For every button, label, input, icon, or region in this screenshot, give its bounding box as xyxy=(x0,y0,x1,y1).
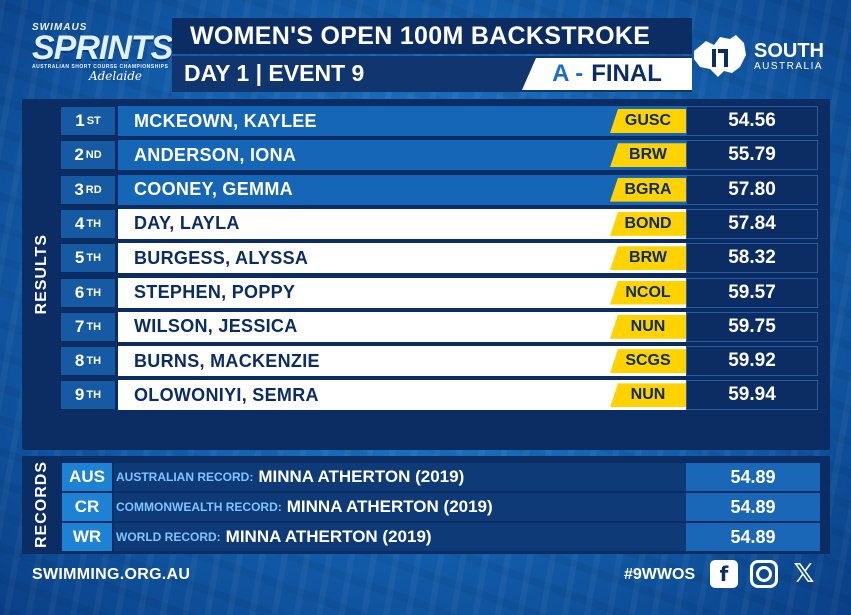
day-event: DAY 1 | EVENT 9 xyxy=(184,60,365,86)
record-description: WORLD RECORD: MINNA ATHERTON (2019) xyxy=(114,523,686,551)
results-label: RESULTS xyxy=(33,234,50,315)
swim-time: 59.75 xyxy=(686,311,818,342)
record-code: AUS xyxy=(62,463,112,491)
place: 3 RD xyxy=(60,174,116,205)
result-row: 7 TH WILSON, JESSICA NUN 59.75 xyxy=(60,311,818,342)
record-code: WR xyxy=(62,523,112,551)
record-type: WORLD RECORD: xyxy=(116,530,221,544)
swim-time: 54.56 xyxy=(686,106,818,136)
swim-time: 59.92 xyxy=(686,346,818,377)
place: 7 TH xyxy=(60,311,116,342)
place: 5 TH xyxy=(60,243,116,274)
club-code: NUN xyxy=(610,314,686,339)
result-row: 5 TH BURGESS, ALYSSA BRW 58.32 xyxy=(60,243,818,274)
club-code: NCOL xyxy=(610,280,686,305)
south-australia-map-icon xyxy=(694,35,746,77)
record-holder: MINNA ATHERTON (2019) xyxy=(225,527,432,546)
place: 8 TH xyxy=(60,346,116,377)
final-badge: A - FINAL xyxy=(522,58,692,90)
record-row: WR WORLD RECORD: MINNA ATHERTON (2019) 54.8… xyxy=(62,523,820,551)
facebook-icon[interactable]: f xyxy=(710,560,738,588)
swim-time: 58.32 xyxy=(686,243,818,274)
place: 1 ST xyxy=(60,106,116,136)
club-code: BRW xyxy=(610,246,686,271)
result-row: 2 ND ANDERSON, IONA BRW 55.79 xyxy=(60,140,818,171)
record-description: COMMONWEALTH RECORD: MINNA ATHERTON (2019… xyxy=(114,493,686,521)
place: 6 TH xyxy=(60,277,116,308)
record-holder: MINNA ATHERTON (2019) xyxy=(258,467,465,486)
result-row: 3 RD COONEY, GEMMA BGRA 57.80 xyxy=(60,174,818,205)
result-row: 8 TH BURNS, MACKENZIE SCGS 59.92 xyxy=(60,346,818,377)
swim-time: 59.57 xyxy=(686,277,818,308)
swimmer-name: WILSON, JESSICA xyxy=(118,311,686,342)
records-label: RECORDS xyxy=(33,461,50,549)
record-time: 54.89 xyxy=(686,463,820,491)
swimaus-sprints-logo: SWIMAUS SPRINTS AUSTRALIAN SHORT COURSE … xyxy=(32,22,173,83)
record-time: 54.89 xyxy=(686,493,820,521)
club-code: BOND xyxy=(610,211,686,236)
results-panel: RESULTS 1 ST MCKEOWN, KAYLEE GUSC 54.56 2 ND AN… xyxy=(22,99,830,450)
club-code: GUSC xyxy=(610,109,686,133)
swimmer-name: BURNS, MACKENZIE xyxy=(118,346,686,377)
result-row: 4 TH DAY, LAYLA BOND 57.84 xyxy=(60,208,818,239)
header: SWIMAUS SPRINTS AUSTRALIAN SHORT COURSE … xyxy=(22,18,830,94)
swim-time: 57.84 xyxy=(686,208,818,239)
swimmer-name: STEPHEN, POPPY xyxy=(118,277,686,308)
club-code: SCGS xyxy=(610,349,686,374)
record-description: AUSTRALIAN RECORD: MINNA ATHERTON (2019) xyxy=(114,463,686,491)
swimmer-name: COONEY, GEMMA xyxy=(118,174,686,205)
south-australia-logo: SOUTH AUSTRALIA xyxy=(682,18,830,94)
event-subheader: DAY 1 | EVENT 9 A - FINAL xyxy=(172,56,692,92)
record-holder: MINNA ATHERTON (2019) xyxy=(286,497,493,516)
records-panel: RECORDS AUS AUSTRALIAN RECORD: MINNA ATHER… xyxy=(22,456,830,554)
swimmer-name: DAY, LAYLA xyxy=(118,208,686,239)
club-code: BRW xyxy=(610,143,686,168)
record-type: AUSTRALIAN RECORD: xyxy=(116,470,254,484)
place: 4 TH xyxy=(60,208,116,239)
hashtag: #9WWOS xyxy=(624,566,696,583)
club-code: NUN xyxy=(610,383,686,408)
swim-time: 55.79 xyxy=(686,140,818,171)
swim-time: 57.80 xyxy=(686,174,818,205)
record-code: CR xyxy=(62,493,112,521)
swimmer-name: ANDERSON, IONA xyxy=(118,140,686,171)
swim-time: 59.94 xyxy=(686,380,818,411)
record-time: 54.89 xyxy=(686,523,820,551)
place: 9 TH xyxy=(60,380,116,411)
swimmer-name: BURGESS, ALYSSA xyxy=(118,243,686,274)
swimmer-name: MCKEOWN, KAYLEE xyxy=(118,106,686,136)
record-type: COMMONWEALTH RECORD: xyxy=(116,500,282,514)
website-link[interactable]: SWIMMING.ORG.AU xyxy=(32,566,191,583)
club-code: BGRA xyxy=(610,177,686,202)
record-row: AUS AUSTRALIAN RECORD: MINNA ATHERTON (201… xyxy=(62,463,820,491)
swimmer-name: OLOWONIYI, SEMRA xyxy=(118,380,686,411)
result-row: 1 ST MCKEOWN, KAYLEE GUSC 54.56 xyxy=(60,106,818,136)
result-row: 9 TH OLOWONIYI, SEMRA NUN 59.94 xyxy=(60,380,818,411)
instagram-icon[interactable] xyxy=(750,560,778,588)
record-row: CR COMMONWEALTH RECORD: MINNA ATHERTON (20… xyxy=(62,493,820,521)
event-title: WOMEN'S OPEN 100M BACKSTROKE xyxy=(172,18,692,54)
result-row: 6 TH STEPHEN, POPPY NCOL 59.57 xyxy=(60,277,818,308)
place: 2 ND xyxy=(60,140,116,171)
x-icon[interactable]: 𝕏 xyxy=(793,559,815,589)
